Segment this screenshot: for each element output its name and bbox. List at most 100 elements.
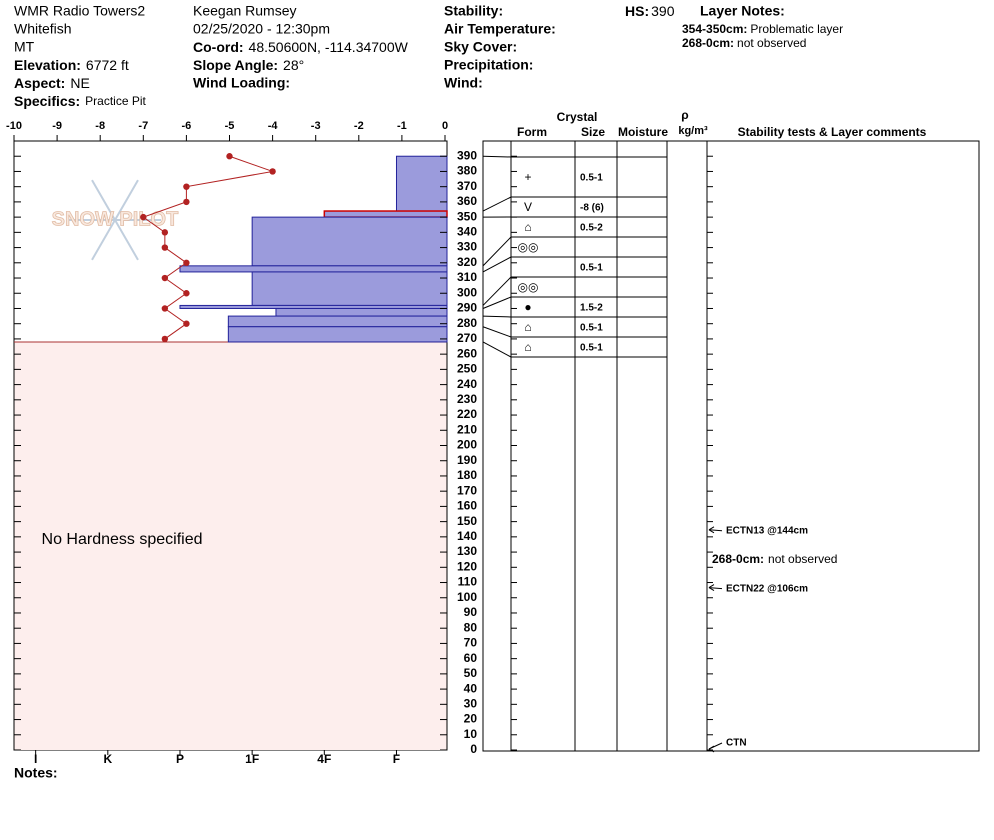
- height-tick-label: 220: [457, 407, 477, 421]
- layer-comment: 268-0cm: not observed: [712, 552, 837, 566]
- header: ρ: [681, 108, 688, 122]
- height-tick-label: 160: [457, 499, 477, 513]
- specifics: Specifics: Practice Pit: [14, 93, 146, 109]
- range: 354-350cm:: [682, 22, 747, 36]
- condition: Wind:: [444, 75, 483, 91]
- height-tick-label: 380: [457, 164, 477, 178]
- temperature-point: [161, 305, 169, 312]
- height-tick-label: 20: [464, 712, 478, 726]
- height-tick-label: 170: [457, 483, 477, 497]
- height-tick-label: 110: [458, 575, 478, 589]
- connector: [482, 196, 512, 212]
- site-state: MT: [14, 39, 35, 55]
- hardness-bar: [179, 265, 448, 273]
- height-tick-label: 260: [457, 346, 477, 360]
- test-label: ECTN13 @144cm: [726, 525, 808, 536]
- height-tick-label: 150: [457, 514, 477, 528]
- hardness-tick-label: F: [393, 752, 400, 766]
- aspect: Aspect: NE: [14, 75, 90, 91]
- height-tick-label: 300: [457, 285, 477, 299]
- height-tick-label: 290: [457, 301, 477, 315]
- header: Size: [581, 125, 605, 139]
- temp-tick-label: -8: [95, 120, 105, 132]
- height-tick-label: 270: [457, 331, 477, 345]
- height-tick-label: 310: [457, 270, 477, 284]
- header: Stability tests & Layer comments: [738, 125, 927, 139]
- temperature-point: [269, 168, 276, 175]
- hardness-bar: [275, 307, 448, 317]
- observer: Keegan Rumsey: [193, 3, 297, 19]
- note: not observed: [737, 36, 806, 50]
- crystal-form: ◎◎: [518, 240, 539, 254]
- test-arrow: [708, 587, 723, 590]
- height-tick-label: 230: [457, 392, 477, 406]
- height-tick-label: 40: [464, 681, 478, 695]
- height-tick-label: 50: [464, 666, 478, 680]
- connector: [482, 155, 512, 158]
- hardness-tick-label: I: [34, 752, 37, 766]
- hs: HS: 390: [625, 3, 675, 19]
- height-tick-label: 280: [457, 316, 477, 330]
- crystal-size: 0.5-1: [580, 323, 603, 334]
- temp-tick-label: -2: [354, 120, 364, 132]
- crystal-form: V: [524, 200, 532, 214]
- height-tick-label: 80: [464, 620, 478, 634]
- connector: [482, 341, 512, 358]
- no-hardness-text: No Hardness specified: [42, 531, 203, 548]
- coord: Co-ord: 48.50600N, -114.34700W: [193, 39, 409, 55]
- crystal-size: 0.5-1: [580, 343, 603, 354]
- height-tick-label: 350: [457, 209, 477, 223]
- height-tick-label: 90: [464, 605, 478, 619]
- connector: [482, 326, 512, 338]
- temperature-point: [183, 183, 190, 190]
- test-arrowhead: [708, 526, 715, 534]
- height-tick-label: 200: [457, 438, 477, 452]
- hardness-tick-label: P: [176, 752, 184, 766]
- wind-loading: Wind Loading:: [193, 75, 290, 91]
- condition: Air Temperature:: [444, 21, 556, 37]
- header: kg/m³: [678, 125, 708, 137]
- crystal-size: 0.5-1: [580, 173, 603, 184]
- height-tick-label: 320: [457, 255, 477, 269]
- hardness-bar: [323, 210, 448, 218]
- temp-tick-label: -4: [268, 120, 279, 132]
- temp-tick-label: -3: [311, 120, 321, 132]
- height-tick-label: 370: [457, 179, 477, 193]
- layer-note: 354-350cm: Problematic layer: [682, 22, 843, 36]
- height-tick-label: 340: [457, 225, 477, 239]
- height-tick-label: 390: [457, 148, 477, 162]
- no-hardness-area: [14, 341, 447, 750]
- connector: [482, 276, 512, 306]
- crystal-size: 0.5-2: [580, 223, 603, 234]
- temperature-point: [161, 229, 169, 236]
- temperature-point: [183, 259, 190, 266]
- temperature-point: [161, 244, 169, 251]
- label: Elevation:: [14, 57, 81, 73]
- temperature-point: [183, 320, 190, 327]
- temp-tick-label: 0: [442, 120, 448, 132]
- header: Crystal: [557, 110, 598, 124]
- value: 390: [651, 3, 675, 19]
- height-tick-label: 330: [457, 240, 477, 254]
- height-tick-label: 210: [457, 422, 477, 436]
- height-tick-label: 10: [464, 727, 478, 741]
- label: Aspect:: [14, 75, 65, 91]
- crystal-form: ⌂: [524, 340, 531, 354]
- condition: Sky Cover:: [444, 39, 517, 55]
- temp-tick-label: -1: [397, 120, 407, 132]
- layer-notes-title: Layer Notes:: [700, 3, 785, 19]
- value: 6772 ft: [86, 57, 129, 73]
- test-label: ECTN22 @106cm: [726, 583, 808, 594]
- height-tick-label: 0: [470, 742, 477, 756]
- value: Practice Pit: [85, 94, 146, 108]
- hardness-bar: [251, 271, 448, 306]
- test-arrowhead: [708, 584, 715, 592]
- value: NE: [70, 75, 89, 91]
- crystal-form: ⌂: [524, 220, 531, 234]
- logo-flake: [91, 219, 116, 261]
- connector: [482, 236, 512, 267]
- condition: Stability:: [444, 3, 503, 19]
- label: Specifics:: [14, 93, 80, 109]
- temperature-point: [183, 290, 190, 297]
